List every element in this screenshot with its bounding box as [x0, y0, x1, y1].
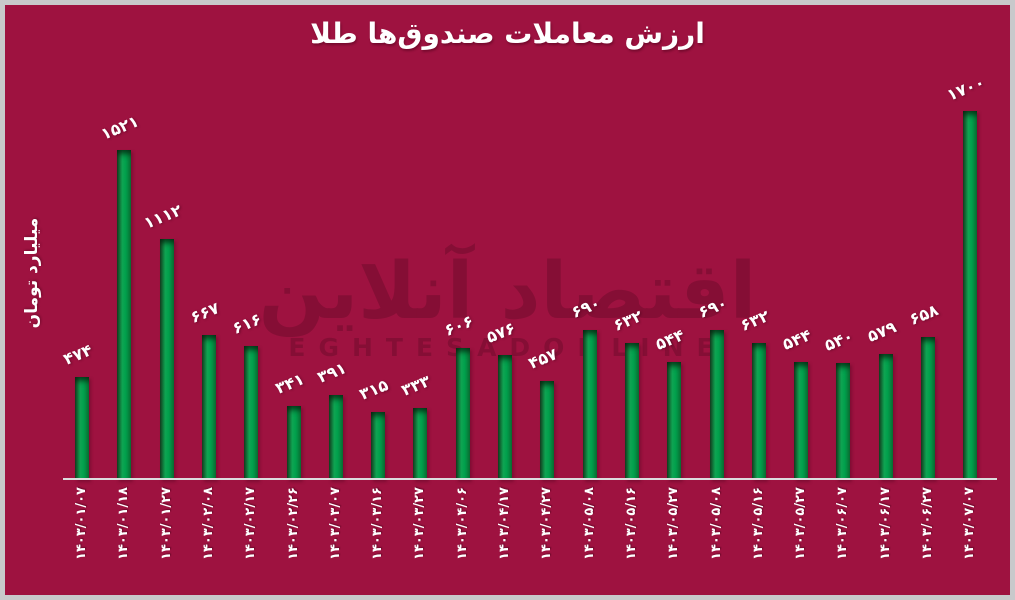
bar	[498, 355, 512, 480]
bar	[667, 362, 682, 480]
bar	[159, 239, 174, 480]
bar	[75, 377, 89, 480]
x-axis-line	[63, 478, 997, 480]
bar	[413, 408, 428, 480]
x-tick-label: ۱۴۰۳/۰۴/۱۷	[497, 487, 512, 560]
x-tick-label: ۱۴۰۳/۰۵/۱۶	[750, 487, 766, 560]
bar-value-label: ۴۷۴	[60, 340, 95, 369]
x-tick-label: ۱۴۰۳/۰۲/۲۶	[285, 487, 301, 560]
bar	[117, 150, 132, 480]
y-axis-label: میلیارد تومان	[22, 217, 42, 329]
bar	[921, 337, 935, 480]
bar-value-label: ۴۵۷	[525, 344, 561, 373]
chart-title: ارزش معاملات صندوق‌ها طلا	[310, 17, 705, 50]
x-tick-label: ۱۴۰۳/۰۷/۰۷	[962, 487, 978, 560]
x-tick-label: ۱۴۰۳/۰۱/۰۷	[74, 487, 89, 560]
bar	[582, 330, 597, 480]
x-tick-label: ۱۴۰۳/۰۱/۲۷	[158, 487, 174, 560]
bar-value-label: ۱۵۲۱	[98, 111, 142, 144]
x-tick-label: ۱۴۰۳/۰۶/۱۷	[877, 487, 893, 560]
bar	[624, 343, 639, 480]
bar	[963, 111, 978, 480]
x-tick-label: ۱۴۰۳/۰۱/۱۸	[116, 487, 132, 560]
bar	[794, 362, 809, 480]
bar	[286, 406, 301, 480]
x-tick-label: ۱۴۰۳/۰۵/۲۷	[793, 487, 809, 560]
bar	[244, 346, 259, 480]
x-tick-label: ۱۴۰۳/۰۲/۱۷	[243, 487, 259, 560]
bar	[540, 381, 555, 480]
bar-value-label: ۳۳۳	[399, 371, 434, 400]
bar	[371, 412, 386, 480]
x-tick-label: ۱۴۰۳/۰۶/۰۷	[835, 487, 851, 560]
x-tick-label: ۱۴۰۳/۰۵/۰۸	[581, 487, 597, 560]
x-tick-label: ۱۴۰۳/۰۶/۲۷	[920, 487, 935, 560]
x-tick-label: ۱۴۰۳/۰۵/۱۶	[623, 487, 639, 560]
x-tick-label: ۱۴۰۳/۰۴/۲۷	[539, 487, 555, 560]
bar	[328, 395, 343, 480]
x-tick-label: ۱۴۰۳/۰۲/۰۸	[200, 487, 216, 560]
x-tick-label: ۱۴۰۳/۰۳/۰۷	[327, 487, 343, 560]
x-tick-label: ۱۴۰۳/۰۳/۱۶	[370, 487, 386, 560]
x-tick-label: ۱۴۰۳/۰۵/۲۷	[666, 487, 682, 560]
x-tick-label: ۱۴۰۳/۰۳/۲۷	[412, 487, 428, 560]
bar-value-label: ۱۷۰۰	[944, 72, 988, 105]
chart-background: اقتصاد آنلاین EGHTESADONLINE ارزش معاملا…	[5, 5, 1010, 595]
x-tick-label: ۱۴۰۳/۰۵/۰۸	[708, 487, 724, 560]
bar	[709, 330, 724, 480]
bar	[836, 363, 851, 480]
bar	[751, 343, 766, 480]
bar-value-label: ۶۵۸	[906, 300, 941, 329]
bar	[201, 335, 216, 480]
bar	[455, 348, 470, 480]
bar	[878, 354, 893, 480]
x-tick-label: ۱۴۰۳/۰۴/۰۶	[454, 487, 470, 560]
bar-value-label: ۱۱۱۲	[140, 200, 185, 233]
